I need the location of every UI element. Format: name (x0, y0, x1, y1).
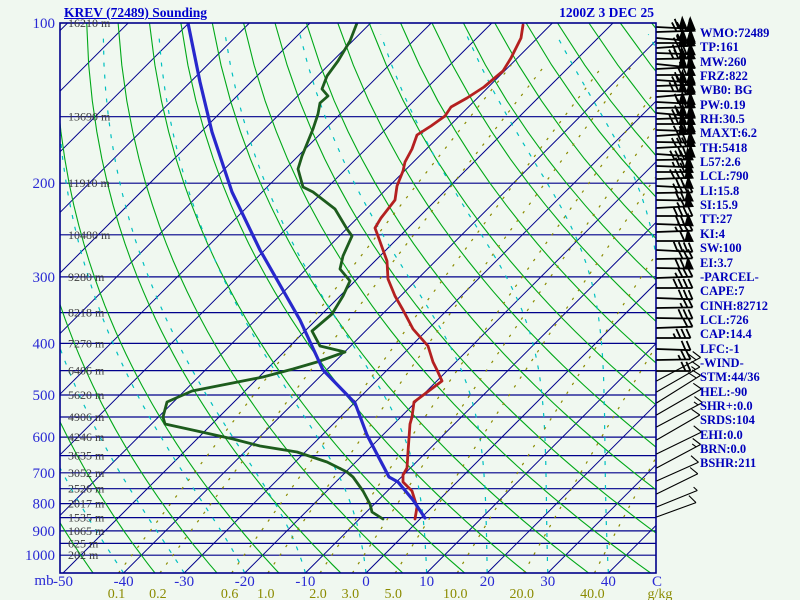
index-line: LCL:726 (700, 312, 749, 327)
svg-text:600: 600 (33, 430, 56, 446)
index-line: BRN:0.0 (700, 441, 747, 456)
svg-text:8218 m: 8218 m (68, 306, 105, 320)
index-line: CAPE:7 (700, 284, 745, 299)
svg-text:1065 m: 1065 m (68, 524, 105, 538)
svg-text:-50: -50 (53, 574, 73, 590)
index-line: PW:0.19 (700, 97, 746, 112)
svg-text:800: 800 (33, 497, 56, 513)
index-line: L57:2.6 (700, 155, 741, 170)
svg-text:4246 m: 4246 m (68, 430, 105, 444)
svg-text:-10: -10 (295, 574, 315, 590)
svg-text:5.0: 5.0 (384, 587, 402, 600)
svg-text:700: 700 (33, 466, 56, 482)
index-line: SRDS:104 (700, 413, 755, 428)
chart-datetime: 1200Z 3 DEC 25 (559, 5, 654, 20)
index-line: LFC:-1 (700, 341, 740, 356)
index-line: EHI:0.0 (700, 427, 743, 442)
svg-text:30: 30 (540, 574, 555, 590)
index-line: MW:260 (700, 54, 747, 69)
svg-text:3.0: 3.0 (342, 587, 360, 600)
svg-text:200: 200 (33, 176, 56, 192)
index-line: SW:100 (700, 241, 742, 256)
svg-text:625 m: 625 m (68, 536, 99, 550)
svg-text:9280 m: 9280 m (68, 270, 105, 284)
svg-text:4906 m: 4906 m (68, 410, 105, 424)
index-line: WMO:72489 (700, 26, 770, 40)
index-line: TT:27 (700, 212, 733, 227)
index-line: SHR+:0.0 (700, 398, 753, 413)
svg-text:0.1: 0.1 (108, 587, 126, 600)
index-line: STM:44/36 (700, 370, 760, 385)
svg-text:1535 m: 1535 m (68, 511, 105, 525)
index-line: CINH:82712 (700, 298, 769, 313)
svg-text:g/kg: g/kg (648, 587, 673, 600)
svg-text:-40: -40 (114, 574, 134, 590)
index-line: WB0: BG (700, 83, 753, 98)
index-line: TP:161 (700, 40, 739, 55)
indices-panel: WMO:72489 TP:161 MW:260 FRZ:822 WB0: BG PW:0.… (700, 26, 798, 471)
svg-text:mb: mb (34, 573, 53, 589)
svg-text:1.0: 1.0 (257, 587, 275, 600)
chart-title: KREV (72489) Sounding (64, 5, 208, 20)
svg-text:5620 m: 5620 m (68, 388, 105, 402)
svg-text:900: 900 (33, 524, 56, 540)
svg-text:-30: -30 (174, 574, 194, 590)
svg-text:10480 m: 10480 m (68, 228, 111, 242)
svg-text:10: 10 (419, 574, 434, 590)
svg-text:13690 m: 13690 m (68, 110, 111, 124)
index-line: CAP:14.4 (700, 327, 752, 342)
svg-text:20: 20 (480, 574, 495, 590)
svg-text:7270 m: 7270 m (68, 336, 105, 350)
svg-text:1000: 1000 (25, 548, 55, 564)
svg-text:400: 400 (33, 336, 56, 352)
index-line: TH:5418 (700, 140, 748, 155)
index-line: EI:3.7 (700, 255, 733, 270)
svg-text:300: 300 (33, 270, 56, 286)
svg-text:40: 40 (601, 574, 616, 590)
index-line: LCL:790 (700, 169, 749, 184)
svg-text:40.0: 40.0 (580, 587, 605, 600)
svg-text:0: 0 (362, 574, 370, 590)
svg-text:10.0: 10.0 (443, 587, 468, 600)
svg-text:16210 m: 16210 m (68, 16, 111, 30)
svg-text:3635 m: 3635 m (68, 449, 105, 463)
index-line: BSHR:211 (700, 456, 757, 471)
svg-text:2.0: 2.0 (309, 587, 327, 600)
svg-text:-20: -20 (235, 574, 255, 590)
svg-text:0.6: 0.6 (221, 587, 239, 600)
svg-text:202 m: 202 m (68, 548, 99, 562)
svg-text:C: C (652, 574, 662, 590)
index-line: HEL:-90 (700, 384, 748, 399)
svg-text:500: 500 (33, 388, 56, 404)
index-line: RH:30.5 (700, 112, 745, 127)
svg-text:2017 m: 2017 m (68, 497, 105, 511)
svg-text:3052 m: 3052 m (68, 466, 105, 480)
svg-text:2526 m: 2526 m (68, 482, 105, 496)
svg-text:20.0: 20.0 (509, 587, 534, 600)
index-line: LI:15.8 (700, 183, 740, 198)
index-line: MAXT:6.2 (700, 126, 758, 141)
index-line: -WIND- (700, 355, 744, 370)
index-line: KI:4 (700, 226, 725, 241)
svg-text:6406 m: 6406 m (68, 364, 105, 378)
svg-text:0.2: 0.2 (149, 587, 167, 600)
index-line: -PARCEL- (700, 269, 759, 284)
index-line: FRZ:822 (700, 69, 748, 84)
index-line: SI:15.9 (700, 198, 738, 213)
svg-text:11910 m: 11910 m (68, 176, 111, 190)
svg-text:100: 100 (33, 16, 56, 32)
